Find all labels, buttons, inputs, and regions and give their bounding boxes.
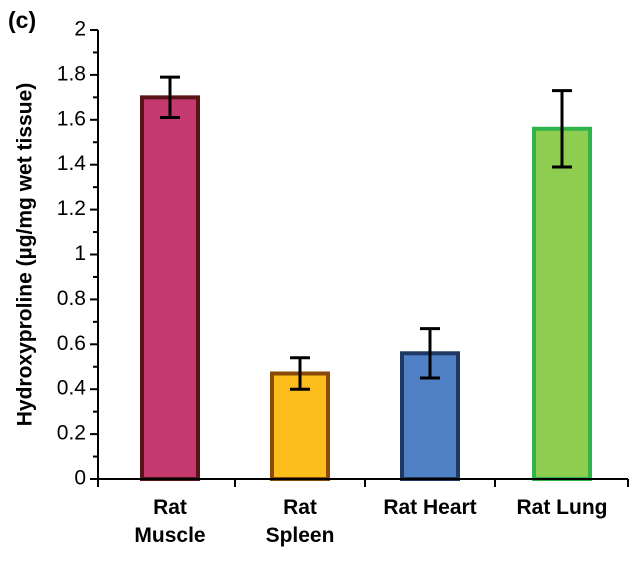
bar — [532, 126, 592, 481]
y-tick-label: 0.4 — [57, 377, 87, 400]
x-axis-category-labels: Rat Muscle Rat Spleen Rat Heart Rat Lung — [134, 496, 607, 547]
x-category-label: Rat Spleen — [266, 496, 335, 547]
y-tick-label: 1.8 — [57, 62, 86, 85]
x-category-label: Rat Heart — [383, 496, 476, 519]
y-tick-label: 2 — [74, 18, 86, 41]
x-category-label: Rat Muscle — [134, 496, 205, 547]
y-tick-label: 0 — [74, 467, 86, 490]
panel-label: (c) — [8, 7, 36, 33]
y-tick-label: 1.4 — [57, 152, 87, 175]
axes — [97, 30, 629, 487]
bar — [140, 95, 200, 481]
x-category-label: Rat Lung — [517, 496, 608, 519]
y-axis-ticks: 0 0.2 0.4 0.6 0.8 1 1.2 1.4 1.6 1.8 2 — [57, 18, 98, 490]
error-bars — [160, 75, 572, 391]
y-axis-title: Hydroxyproline (µg/mg wet tissue) — [14, 83, 37, 427]
y-tick-label: 1 — [74, 242, 86, 265]
y-tick-label: 0.2 — [57, 422, 86, 445]
y-tick-label: 0.6 — [57, 332, 86, 355]
bars — [140, 95, 592, 481]
y-tick-label: 1.6 — [57, 107, 86, 130]
y-axis-label: Hydroxyproline (µg/mg wet tissue) — [14, 83, 37, 427]
y-tick-label: 0.8 — [57, 287, 86, 310]
y-tick-label: 1.2 — [57, 197, 86, 220]
